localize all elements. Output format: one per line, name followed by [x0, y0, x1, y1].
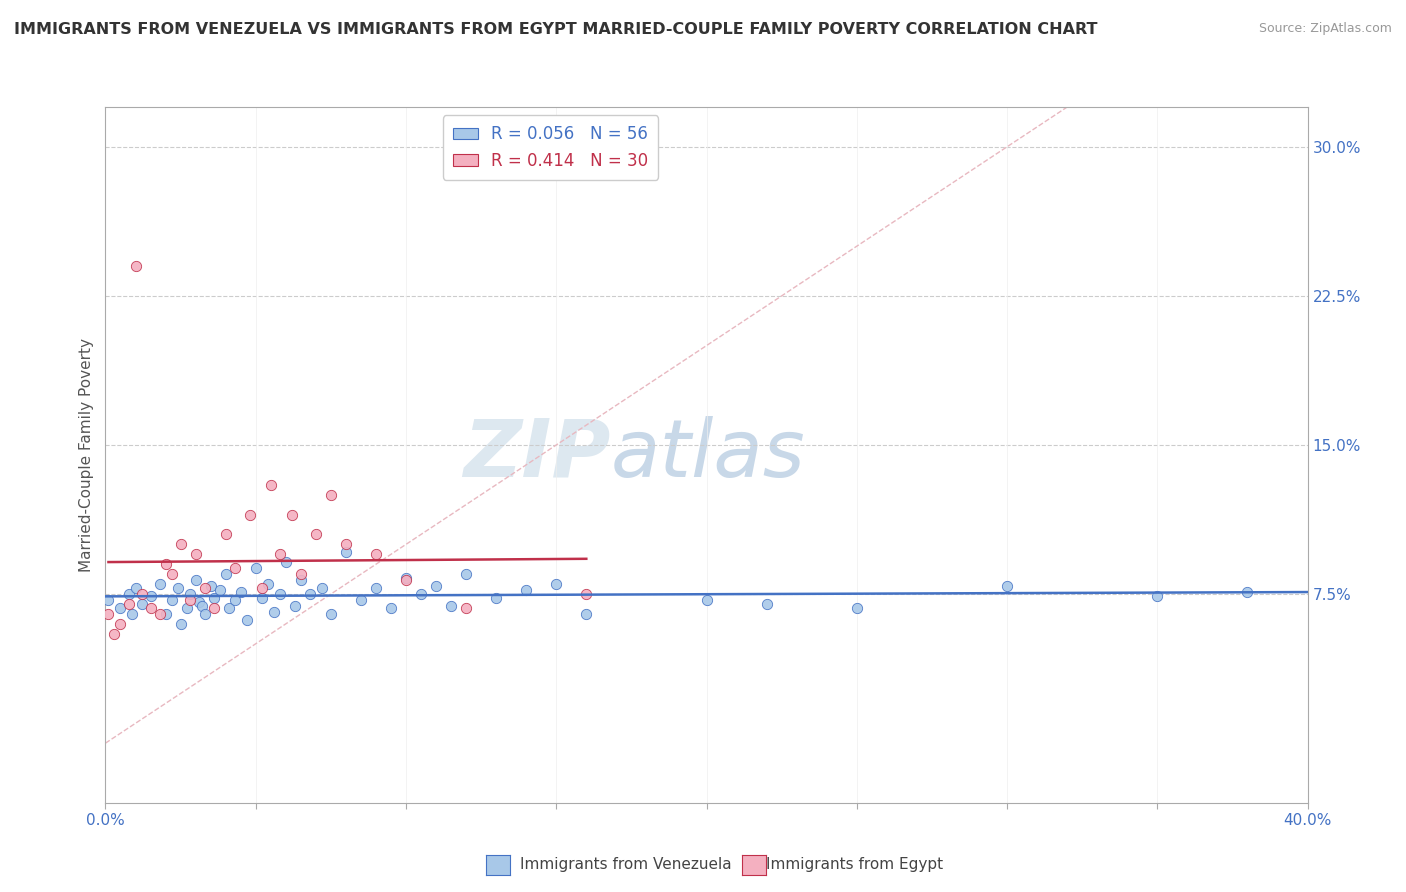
Point — [350, 593, 373, 607]
Point — [200, 579, 222, 593]
Point — [160, 567, 183, 582]
Point — [166, 581, 188, 595]
Point — [575, 607, 598, 621]
Point — [245, 561, 267, 575]
Point — [160, 593, 183, 607]
Point — [995, 579, 1018, 593]
Point — [269, 547, 291, 561]
Text: ZIP: ZIP — [463, 416, 610, 494]
Text: Source: ZipAtlas.com: Source: ZipAtlas.com — [1258, 22, 1392, 36]
Point — [229, 585, 252, 599]
Point — [311, 581, 333, 595]
Text: Immigrants from Venezuela: Immigrants from Venezuela — [520, 857, 733, 872]
Point — [485, 591, 508, 605]
Point — [184, 547, 207, 561]
Point — [184, 573, 207, 587]
Point — [187, 595, 209, 609]
Point — [546, 577, 568, 591]
Point — [380, 601, 402, 615]
Point — [139, 589, 162, 603]
Point — [124, 581, 146, 595]
Point — [169, 537, 191, 551]
Point — [179, 587, 201, 601]
Point — [103, 627, 125, 641]
Point — [260, 477, 283, 491]
Point — [250, 581, 273, 595]
Point — [256, 577, 278, 591]
Point — [139, 601, 162, 615]
Point — [194, 607, 217, 621]
Point — [118, 587, 141, 601]
Text: IMMIGRANTS FROM VENEZUELA VS IMMIGRANTS FROM EGYPT MARRIED-COUPLE FAMILY POVERTY: IMMIGRANTS FROM VENEZUELA VS IMMIGRANTS … — [14, 22, 1098, 37]
Point — [274, 555, 297, 569]
Point — [235, 613, 257, 627]
Point — [284, 599, 307, 613]
Point — [409, 587, 432, 601]
Point — [202, 601, 225, 615]
Point — [395, 573, 418, 587]
Point — [208, 583, 231, 598]
Point — [110, 616, 132, 631]
Y-axis label: Married-Couple Family Poverty: Married-Couple Family Poverty — [79, 338, 94, 572]
Point — [335, 537, 357, 551]
Point — [298, 587, 321, 601]
Point — [155, 607, 177, 621]
Point — [131, 587, 153, 601]
Point — [214, 527, 236, 541]
Legend: R = 0.056   N = 56, R = 0.414   N = 30: R = 0.056 N = 56, R = 0.414 N = 30 — [443, 115, 658, 179]
Point — [319, 488, 342, 502]
Point — [440, 599, 463, 613]
Point — [214, 567, 236, 582]
Point — [118, 597, 141, 611]
Point — [218, 601, 240, 615]
Point — [239, 508, 262, 522]
Point — [319, 607, 342, 621]
Point — [515, 583, 537, 598]
Point — [110, 601, 132, 615]
Point — [290, 567, 312, 582]
Point — [575, 587, 598, 601]
Point — [176, 601, 198, 615]
Point — [1146, 589, 1168, 603]
Point — [190, 599, 212, 613]
Point — [155, 558, 177, 572]
Point — [269, 587, 291, 601]
Point — [845, 601, 868, 615]
Point — [97, 593, 120, 607]
Point — [179, 593, 201, 607]
Point — [121, 607, 143, 621]
Point — [224, 593, 246, 607]
Point — [263, 605, 285, 619]
Point — [202, 591, 225, 605]
Point — [148, 607, 170, 621]
Point — [395, 571, 418, 585]
Point — [124, 259, 146, 273]
Point — [425, 579, 447, 593]
Point — [364, 547, 387, 561]
Point — [755, 597, 778, 611]
Point — [250, 591, 273, 605]
Point — [696, 593, 718, 607]
Point — [364, 581, 387, 595]
Point — [194, 581, 217, 595]
Point — [290, 573, 312, 587]
Point — [131, 597, 153, 611]
Point — [148, 577, 170, 591]
Point — [281, 508, 304, 522]
Point — [224, 561, 246, 575]
Point — [97, 607, 120, 621]
Point — [1236, 585, 1258, 599]
Text: Immigrants from Egypt: Immigrants from Egypt — [766, 857, 943, 872]
Text: atlas: atlas — [610, 416, 806, 494]
Point — [169, 616, 191, 631]
Point — [305, 527, 328, 541]
Point — [454, 567, 477, 582]
Point — [335, 545, 357, 559]
Point — [454, 601, 477, 615]
